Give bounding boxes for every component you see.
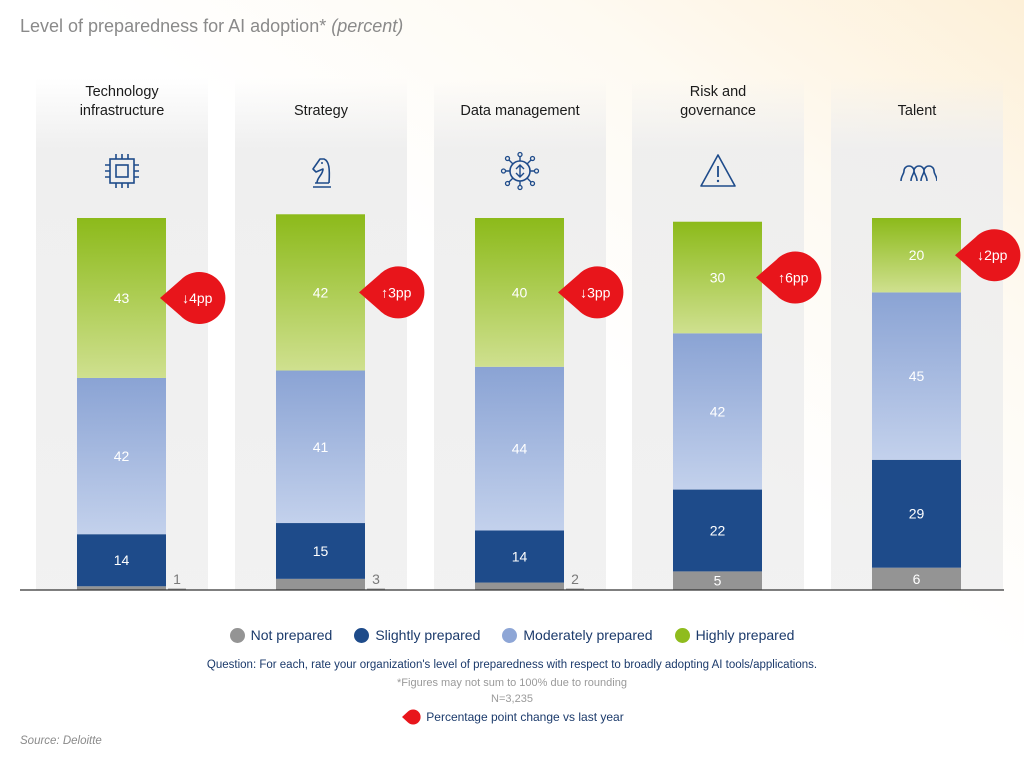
- legend-swatch: [502, 627, 518, 643]
- category-label-line: Data management: [460, 103, 580, 119]
- legend-item-highly-prepared: Highly prepared: [674, 627, 795, 643]
- change-marker-shape: [756, 251, 822, 304]
- change-label-strategy: ↑3pp: [381, 284, 412, 300]
- bar-slightly-prepared-talent: [872, 459, 961, 568]
- legend: Not prepared Slightly prepared Moderately …: [0, 627, 1024, 643]
- question-text: Question: For each, rate your organizati…: [206, 659, 818, 671]
- value-label-highly-prepared-talent: 20: [909, 247, 925, 263]
- chart-title-unit: (percent): [331, 16, 404, 36]
- data-network-icon: [500, 151, 540, 196]
- bar-moderately-prepared-risk-and-governance: [673, 333, 762, 490]
- value-label-not-prepared-data-management: 2: [571, 571, 579, 587]
- legend-label: Moderately prepared: [523, 627, 653, 643]
- change-marker-shape: [359, 266, 425, 319]
- legend-item-moderately-prepared: Moderately prepared: [502, 627, 653, 643]
- legend-item-not-prepared: Not prepared: [229, 627, 333, 643]
- value-label-highly-prepared-technology-infrastructure: 43: [114, 290, 130, 306]
- sample-size: N=3,235: [491, 693, 533, 705]
- change-label-data-management: ↓3pp: [580, 284, 611, 300]
- change-marker-technology-infrastructure: ↓4pp: [160, 271, 226, 324]
- chart-title: Level of preparedness for AI adoption* (…: [20, 16, 403, 37]
- bar-moderately-prepared-data-management: [475, 366, 564, 531]
- bar-not-prepared-risk-and-governance: [673, 571, 762, 590]
- chart-title-main: Level of preparedness for AI adoption*: [20, 16, 327, 36]
- change-legend: Percentage point change vs last year: [0, 708, 1024, 726]
- category-label-data-management: Data management: [434, 102, 606, 121]
- value-label-not-prepared-risk-and-governance: 5: [714, 573, 722, 589]
- change-label-talent: ↓2pp: [977, 247, 1008, 263]
- category-label-line: infrastructure: [79, 103, 165, 119]
- change-marker-shape: [955, 229, 1021, 282]
- legend-swatch: [229, 627, 245, 643]
- value-label-not-prepared-strategy: 3: [372, 571, 380, 587]
- value-label-moderately-prepared-strategy: 41: [313, 439, 329, 455]
- legend-swatch: [354, 627, 370, 643]
- legend-item-slightly-prepared: Slightly prepared: [354, 627, 480, 643]
- bar-highly-prepared-technology-infrastructure: [77, 218, 166, 378]
- people-group-icon: [897, 151, 938, 196]
- bar-not-prepared-data-management: [475, 582, 564, 590]
- category-label-talent: Talent: [831, 102, 1003, 121]
- change-marker-data-management: ↓3pp: [558, 266, 624, 319]
- chess-knight-icon: [301, 151, 341, 196]
- value-label-slightly-prepared-strategy: 15: [313, 543, 329, 559]
- bar-slightly-prepared-data-management: [475, 530, 564, 583]
- value-label-slightly-prepared-technology-infrastructure: 14: [114, 552, 130, 568]
- change-marker-risk-and-governance: ↑6pp: [756, 251, 822, 304]
- value-label-highly-prepared-strategy: 42: [313, 284, 329, 300]
- category-label-line: Talent: [897, 103, 937, 119]
- bar-not-prepared-strategy: [276, 578, 365, 590]
- bar-moderately-prepared-strategy: [276, 370, 365, 524]
- category-label-line: Risk and: [689, 84, 747, 100]
- microchip-icon: [102, 151, 142, 196]
- change-label-risk-and-governance: ↑6pp: [778, 270, 809, 286]
- change-legend-label: Percentage point change vs last year: [426, 710, 624, 724]
- rounding-footnote: *Figures may not sum to 100% due to roun…: [397, 677, 627, 689]
- bar-moderately-prepared-talent: [872, 292, 961, 460]
- value-label-not-prepared-talent: 6: [913, 571, 921, 587]
- change-marker-icon: [402, 709, 421, 725]
- bar-highly-prepared-risk-and-governance: [673, 221, 762, 334]
- bar-slightly-prepared-risk-and-governance: [673, 489, 762, 572]
- bar-not-prepared-technology-infrastructure: [77, 586, 166, 590]
- legend-label: Not prepared: [250, 627, 333, 643]
- change-label-technology-infrastructure: ↓4pp: [182, 290, 213, 306]
- value-label-slightly-prepared-data-management: 14: [512, 549, 528, 565]
- bar-slightly-prepared-strategy: [276, 523, 365, 579]
- value-label-moderately-prepared-data-management: 44: [512, 441, 528, 457]
- change-marker-shape: [558, 266, 624, 319]
- category-label-line: Technology: [85, 84, 159, 100]
- category-label-risk-and-governance: Risk and governance: [632, 83, 804, 121]
- category-label-strategy: Strategy: [235, 102, 407, 121]
- value-label-moderately-prepared-talent: 45: [909, 368, 925, 384]
- bar-highly-prepared-strategy: [276, 214, 365, 371]
- value-label-slightly-prepared-risk-and-governance: 22: [710, 522, 726, 538]
- change-marker-shape: [160, 271, 226, 324]
- category-label-technology-infrastructure: Technology infrastructure: [36, 83, 208, 121]
- change-marker-strategy: ↑3pp: [359, 266, 425, 319]
- legend-label: Slightly prepared: [375, 627, 481, 643]
- value-label-moderately-prepared-technology-infrastructure: 42: [114, 448, 130, 464]
- legend-label: Highly prepared: [695, 627, 795, 643]
- category-label-line: Strategy: [294, 103, 348, 119]
- bar-not-prepared-talent: [872, 567, 961, 590]
- source-note: Source: Deloitte: [20, 735, 102, 747]
- value-label-highly-prepared-risk-and-governance: 30: [710, 270, 726, 286]
- bar-highly-prepared-talent: [872, 218, 961, 293]
- legend-swatch: [674, 627, 690, 643]
- bar-highly-prepared-data-management: [475, 218, 564, 367]
- bar-moderately-prepared-technology-infrastructure: [77, 377, 166, 535]
- bar-slightly-prepared-technology-infrastructure: [77, 534, 166, 587]
- value-label-moderately-prepared-risk-and-governance: 42: [710, 403, 726, 419]
- value-label-not-prepared-technology-infrastructure: 1: [173, 571, 181, 587]
- value-label-highly-prepared-data-management: 40: [512, 284, 528, 300]
- warning-triangle-icon: [698, 151, 738, 196]
- stacked-bar-chart: 1 14 42 43 ↓4pp 3 15 41 42 ↑3pp 2 14 44 40 ↓3pp 5 22 42 30…: [20, 214, 1021, 591]
- change-marker-talent: ↓2pp: [955, 229, 1021, 282]
- value-label-slightly-prepared-talent: 29: [909, 506, 925, 522]
- category-label-line: governance: [680, 103, 756, 119]
